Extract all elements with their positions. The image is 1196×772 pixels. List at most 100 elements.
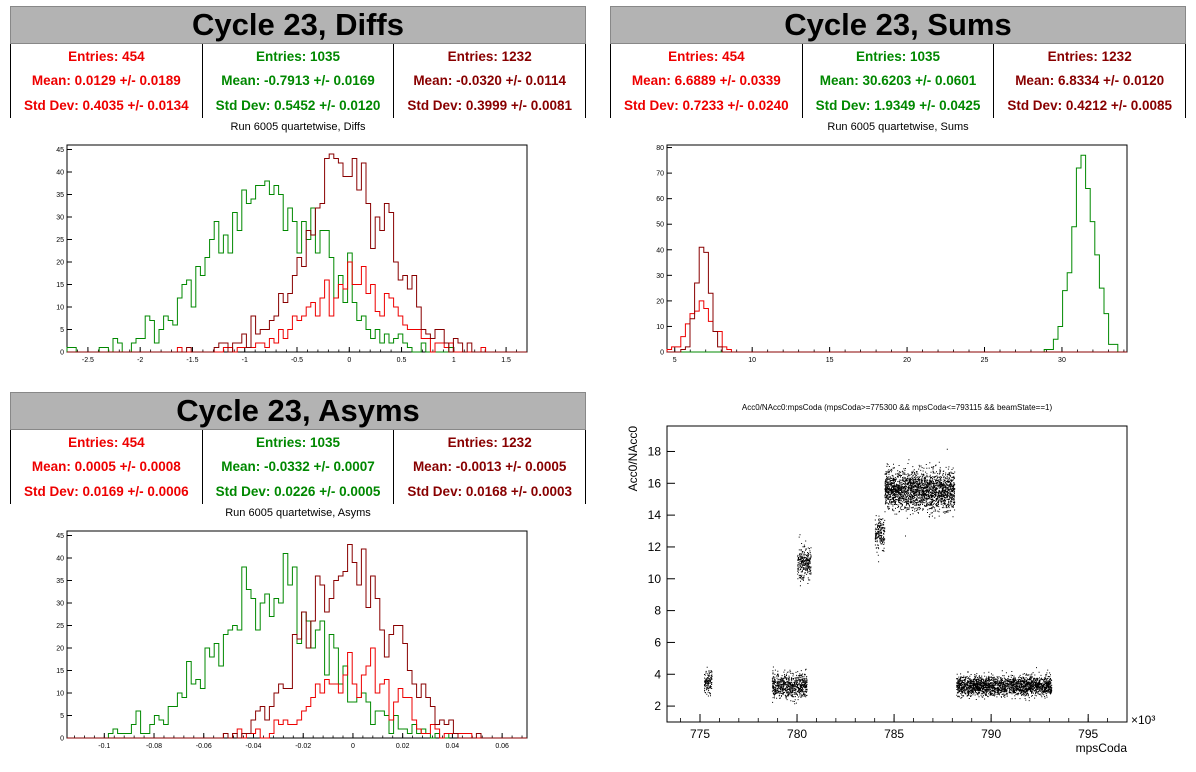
plot-frame bbox=[666, 425, 1128, 723]
y-tick-label: 16 bbox=[648, 476, 662, 490]
x-axis-exponent: ×10³ bbox=[1131, 713, 1155, 727]
x-tick-label: -0.5 bbox=[291, 357, 303, 364]
x-tick-label: 5 bbox=[673, 357, 677, 364]
y-tick-label: 40 bbox=[56, 170, 64, 177]
x-tick-label: -0.02 bbox=[295, 743, 311, 750]
y-tick-label: 10 bbox=[56, 305, 64, 312]
x-tick-label: 0.02 bbox=[396, 743, 410, 750]
chart-subtitle: Run 6005 quartetwise, Diffs bbox=[230, 121, 366, 133]
stats-entries: Entries: 1035 bbox=[255, 434, 341, 450]
histogram-series-0 bbox=[667, 154, 1127, 353]
y-tick-label: 40 bbox=[56, 556, 64, 563]
plot-frame bbox=[666, 144, 1128, 353]
x-tick-label: 0.5 bbox=[397, 357, 407, 364]
stats-entries: Entries: 454 bbox=[68, 434, 145, 450]
stats-box: Entries: 454 Mean: 0.0005 +/- 0.0008 Std D… bbox=[10, 430, 586, 504]
stats-std: Std Dev: 1.9349 +/- 0.0425 bbox=[815, 98, 981, 114]
panel-title: Cycle 23, Diffs bbox=[10, 6, 586, 44]
scatter-points bbox=[704, 448, 1053, 705]
stats-std: Std Dev: 0.0169 +/- 0.0006 bbox=[23, 484, 189, 500]
x-tick-label: 785 bbox=[884, 727, 904, 741]
y-tick-label: 70 bbox=[656, 171, 664, 178]
y-tick-label: 20 bbox=[56, 260, 64, 267]
x-tick-label: 30 bbox=[1058, 357, 1066, 364]
stats-std: Std Dev: 0.0226 +/- 0.0005 bbox=[215, 484, 381, 500]
y-tick-label: 25 bbox=[56, 623, 64, 630]
stats-col-darkred: Entries: 1232 Mean: 6.8334 +/- 0.0120 Std … bbox=[994, 44, 1185, 118]
stats-entries: Entries: 1035 bbox=[255, 48, 341, 64]
x-tick-label: -0.06 bbox=[196, 743, 212, 750]
histogram-series-2 bbox=[667, 246, 1127, 353]
histogram-series-1 bbox=[67, 261, 527, 353]
y-axis-label: Acc0/NAcc0 bbox=[626, 426, 640, 492]
stats-col-darkred: Entries: 1232 Mean: -0.0320 +/- 0.0114 Std… bbox=[394, 44, 585, 118]
y-tick-label: 30 bbox=[56, 215, 64, 222]
stats-col-red: Entries: 454 Mean: 6.6889 +/- 0.0339 Std D… bbox=[611, 44, 803, 118]
x-tick-label: 1 bbox=[452, 357, 456, 364]
stats-mean: Mean: 6.6889 +/- 0.0339 bbox=[631, 73, 781, 89]
y-tick-label: 20 bbox=[56, 646, 64, 653]
y-tick-label: 8 bbox=[654, 604, 661, 618]
x-axis-label: mpsCoda bbox=[1076, 741, 1128, 755]
stats-col-red: Entries: 454 Mean: 0.0129 +/- 0.0189 Std D… bbox=[11, 44, 203, 118]
x-tick-label: 10 bbox=[748, 357, 756, 364]
stats-std: Std Dev: 0.3999 +/- 0.0081 bbox=[407, 98, 573, 114]
x-tick-label: 0 bbox=[351, 743, 355, 750]
y-tick-label: 10 bbox=[56, 691, 64, 698]
y-tick-label: 0 bbox=[660, 350, 664, 357]
x-tick-label: 790 bbox=[981, 727, 1001, 741]
stats-entries: Entries: 1035 bbox=[855, 48, 941, 64]
panel-title: Cycle 23, Sums bbox=[610, 6, 1186, 44]
x-tick-label: 15 bbox=[826, 357, 834, 364]
histogram-series-2 bbox=[67, 544, 527, 739]
y-tick-label: 60 bbox=[656, 196, 664, 203]
x-tick-label: -2 bbox=[137, 357, 143, 364]
stats-col-darkred: Entries: 1232 Mean: -0.0013 +/- 0.0005 Std… bbox=[394, 430, 585, 504]
x-tick-label: 20 bbox=[903, 357, 911, 364]
x-tick-label: -1 bbox=[242, 357, 248, 364]
x-tick-label: 25 bbox=[981, 357, 989, 364]
y-tick-label: 18 bbox=[648, 444, 662, 458]
y-tick-label: 30 bbox=[56, 601, 64, 608]
y-tick-label: 0 bbox=[60, 350, 64, 357]
scatter-title: Acc0/NAcc0:mpsCoda (mpsCoda>=775300 && m… bbox=[742, 403, 1053, 412]
y-tick-label: 35 bbox=[56, 192, 64, 199]
stats-std: Std Dev: 0.7233 +/- 0.0240 bbox=[623, 98, 789, 114]
x-tick-label: 0.04 bbox=[446, 743, 460, 750]
x-tick-label: -0.04 bbox=[246, 743, 262, 750]
x-tick-label: -2.5 bbox=[82, 357, 94, 364]
stats-mean: Mean: 0.0005 +/- 0.0008 bbox=[31, 459, 181, 475]
stats-std: Std Dev: 0.5452 +/- 0.0120 bbox=[215, 98, 381, 114]
y-tick-label: 5 bbox=[60, 713, 64, 720]
stats-std: Std Dev: 0.4212 +/- 0.0085 bbox=[1007, 98, 1173, 114]
stats-mean: Mean: -0.7913 +/- 0.0169 bbox=[221, 73, 375, 89]
x-tick-label: 0 bbox=[347, 357, 351, 364]
stats-std: Std Dev: 0.4035 +/- 0.0134 bbox=[23, 98, 189, 114]
y-tick-label: 10 bbox=[648, 572, 662, 586]
x-tick-label: -1.5 bbox=[186, 357, 198, 364]
stats-mean: Mean: 0.0129 +/- 0.0189 bbox=[31, 73, 181, 89]
x-tick-label: -0.1 bbox=[98, 743, 110, 750]
x-tick-label: 1.5 bbox=[501, 357, 511, 364]
scatter-point-cloud bbox=[704, 448, 1053, 705]
stats-mean: Mean: -0.0013 +/- 0.0005 bbox=[412, 459, 567, 475]
stats-entries: Entries: 1232 bbox=[1047, 48, 1132, 64]
x-tick-label: 795 bbox=[1078, 727, 1098, 741]
y-tick-label: 45 bbox=[56, 147, 64, 154]
y-tick-label: 4 bbox=[654, 667, 661, 681]
x-tick-label: 775 bbox=[690, 727, 710, 741]
plot-frame bbox=[66, 530, 528, 739]
y-tick-label: 25 bbox=[56, 237, 64, 244]
x-tick-label: -0.08 bbox=[146, 743, 162, 750]
histogram-series-2 bbox=[67, 153, 527, 353]
y-tick-label: 0 bbox=[60, 736, 64, 743]
stats-mean: Mean: 6.8334 +/- 0.0120 bbox=[1015, 73, 1165, 89]
stats-mean: Mean: -0.0320 +/- 0.0114 bbox=[413, 73, 567, 89]
y-tick-label: 40 bbox=[656, 247, 664, 254]
stats-entries: Entries: 454 bbox=[68, 48, 145, 64]
histogram-series-0 bbox=[67, 553, 527, 739]
panel-title: Cycle 23, Asyms bbox=[10, 392, 586, 430]
histogram-series-0 bbox=[66, 180, 527, 353]
y-tick-label: 6 bbox=[654, 635, 661, 649]
